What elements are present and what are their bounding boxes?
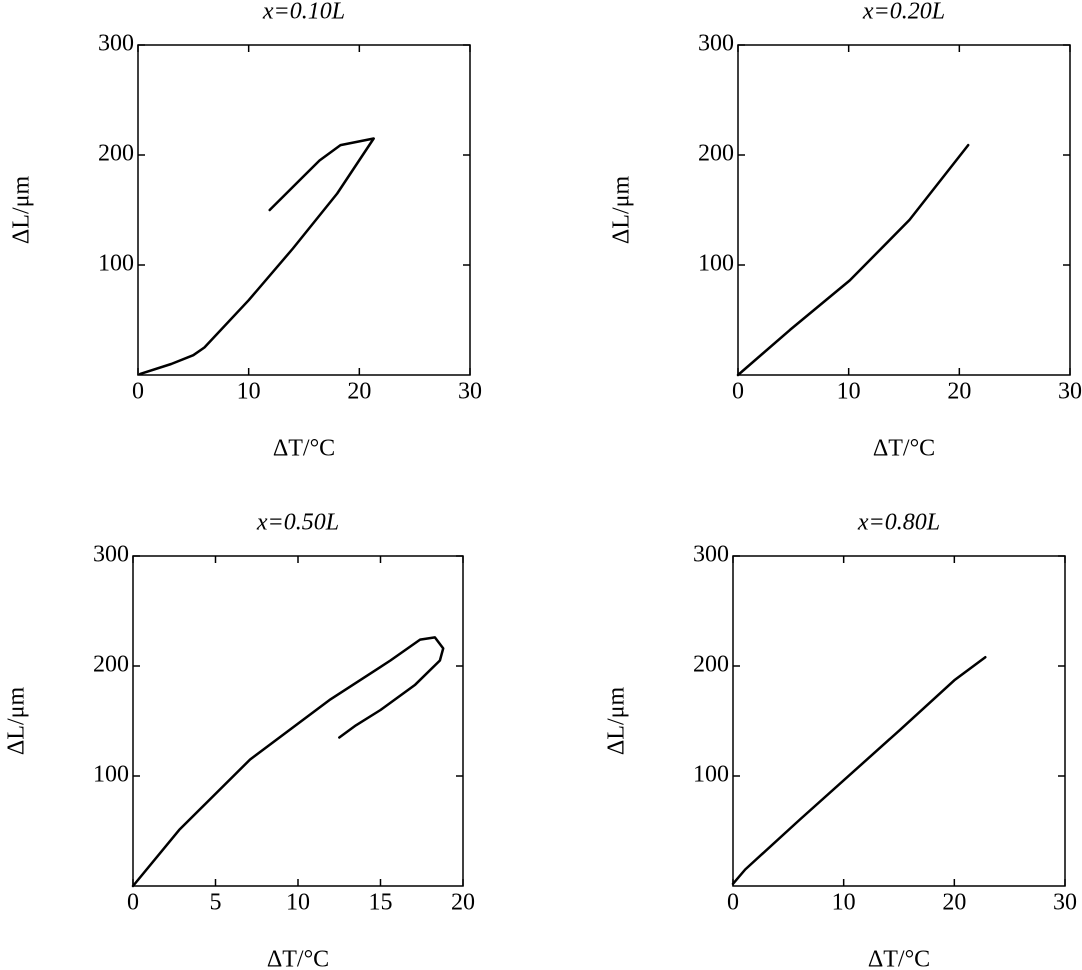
data-line [131,636,445,888]
y-tick-label: 300 [698,31,734,57]
chart-title: x=0.20L [862,0,945,25]
y-tick-label: 100 [98,251,134,277]
y-axis-label: ΔL/μm [604,687,630,756]
y-tick-label: 200 [98,141,134,167]
axes-frame [732,555,1066,887]
x-tick-label: 30 [1053,890,1077,916]
chart-title: x=0.50L [256,510,339,536]
x-axis-label: ΔT/°C [267,947,329,970]
chart-title: x=0.10L [262,0,345,25]
data-line [731,655,987,886]
axes-frame [737,44,1071,376]
axes-frame [137,44,471,376]
axes-frame [132,555,464,887]
x-tick-label: 20 [942,890,966,916]
x-axis-label: ΔT/°C [868,947,930,970]
y-axis-label: ΔL/μm [4,687,30,756]
data-line [736,143,970,377]
y-tick-label: 200 [698,141,734,167]
chart-title: x=0.80L [857,510,940,536]
y-tick-label: 300 [693,542,729,568]
x-tick-label: 0 [127,890,139,916]
x-tick-label: 10 [832,890,856,916]
data-line [138,137,375,376]
x-tick-label: 0 [732,379,744,405]
y-tick-label: 200 [93,652,129,678]
y-tick-label: 100 [693,762,729,788]
x-tick-label: 10 [837,379,861,405]
x-tick-label: 20 [347,379,371,405]
x-axis-label: ΔT/°C [873,436,935,462]
y-axis-label: ΔL/μm [609,176,635,245]
x-tick-label: 30 [1058,379,1082,405]
y-tick-label: 100 [93,762,129,788]
y-axis-label: ΔL/μm [9,176,35,245]
x-tick-label: 20 [451,890,475,916]
x-tick-label: 10 [237,379,261,405]
y-tick-label: 300 [93,542,129,568]
y-tick-label: 300 [98,31,134,57]
y-tick-label: 200 [693,652,729,678]
x-tick-label: 0 [727,890,739,916]
x-axis-label: ΔT/°C [273,436,335,462]
x-tick-label: 10 [286,890,310,916]
x-tick-label: 5 [210,890,222,916]
x-tick-label: 0 [132,379,144,405]
y-tick-label: 100 [698,251,734,277]
x-tick-label: 15 [369,890,393,916]
x-tick-label: 20 [947,379,971,405]
x-tick-label: 30 [458,379,482,405]
